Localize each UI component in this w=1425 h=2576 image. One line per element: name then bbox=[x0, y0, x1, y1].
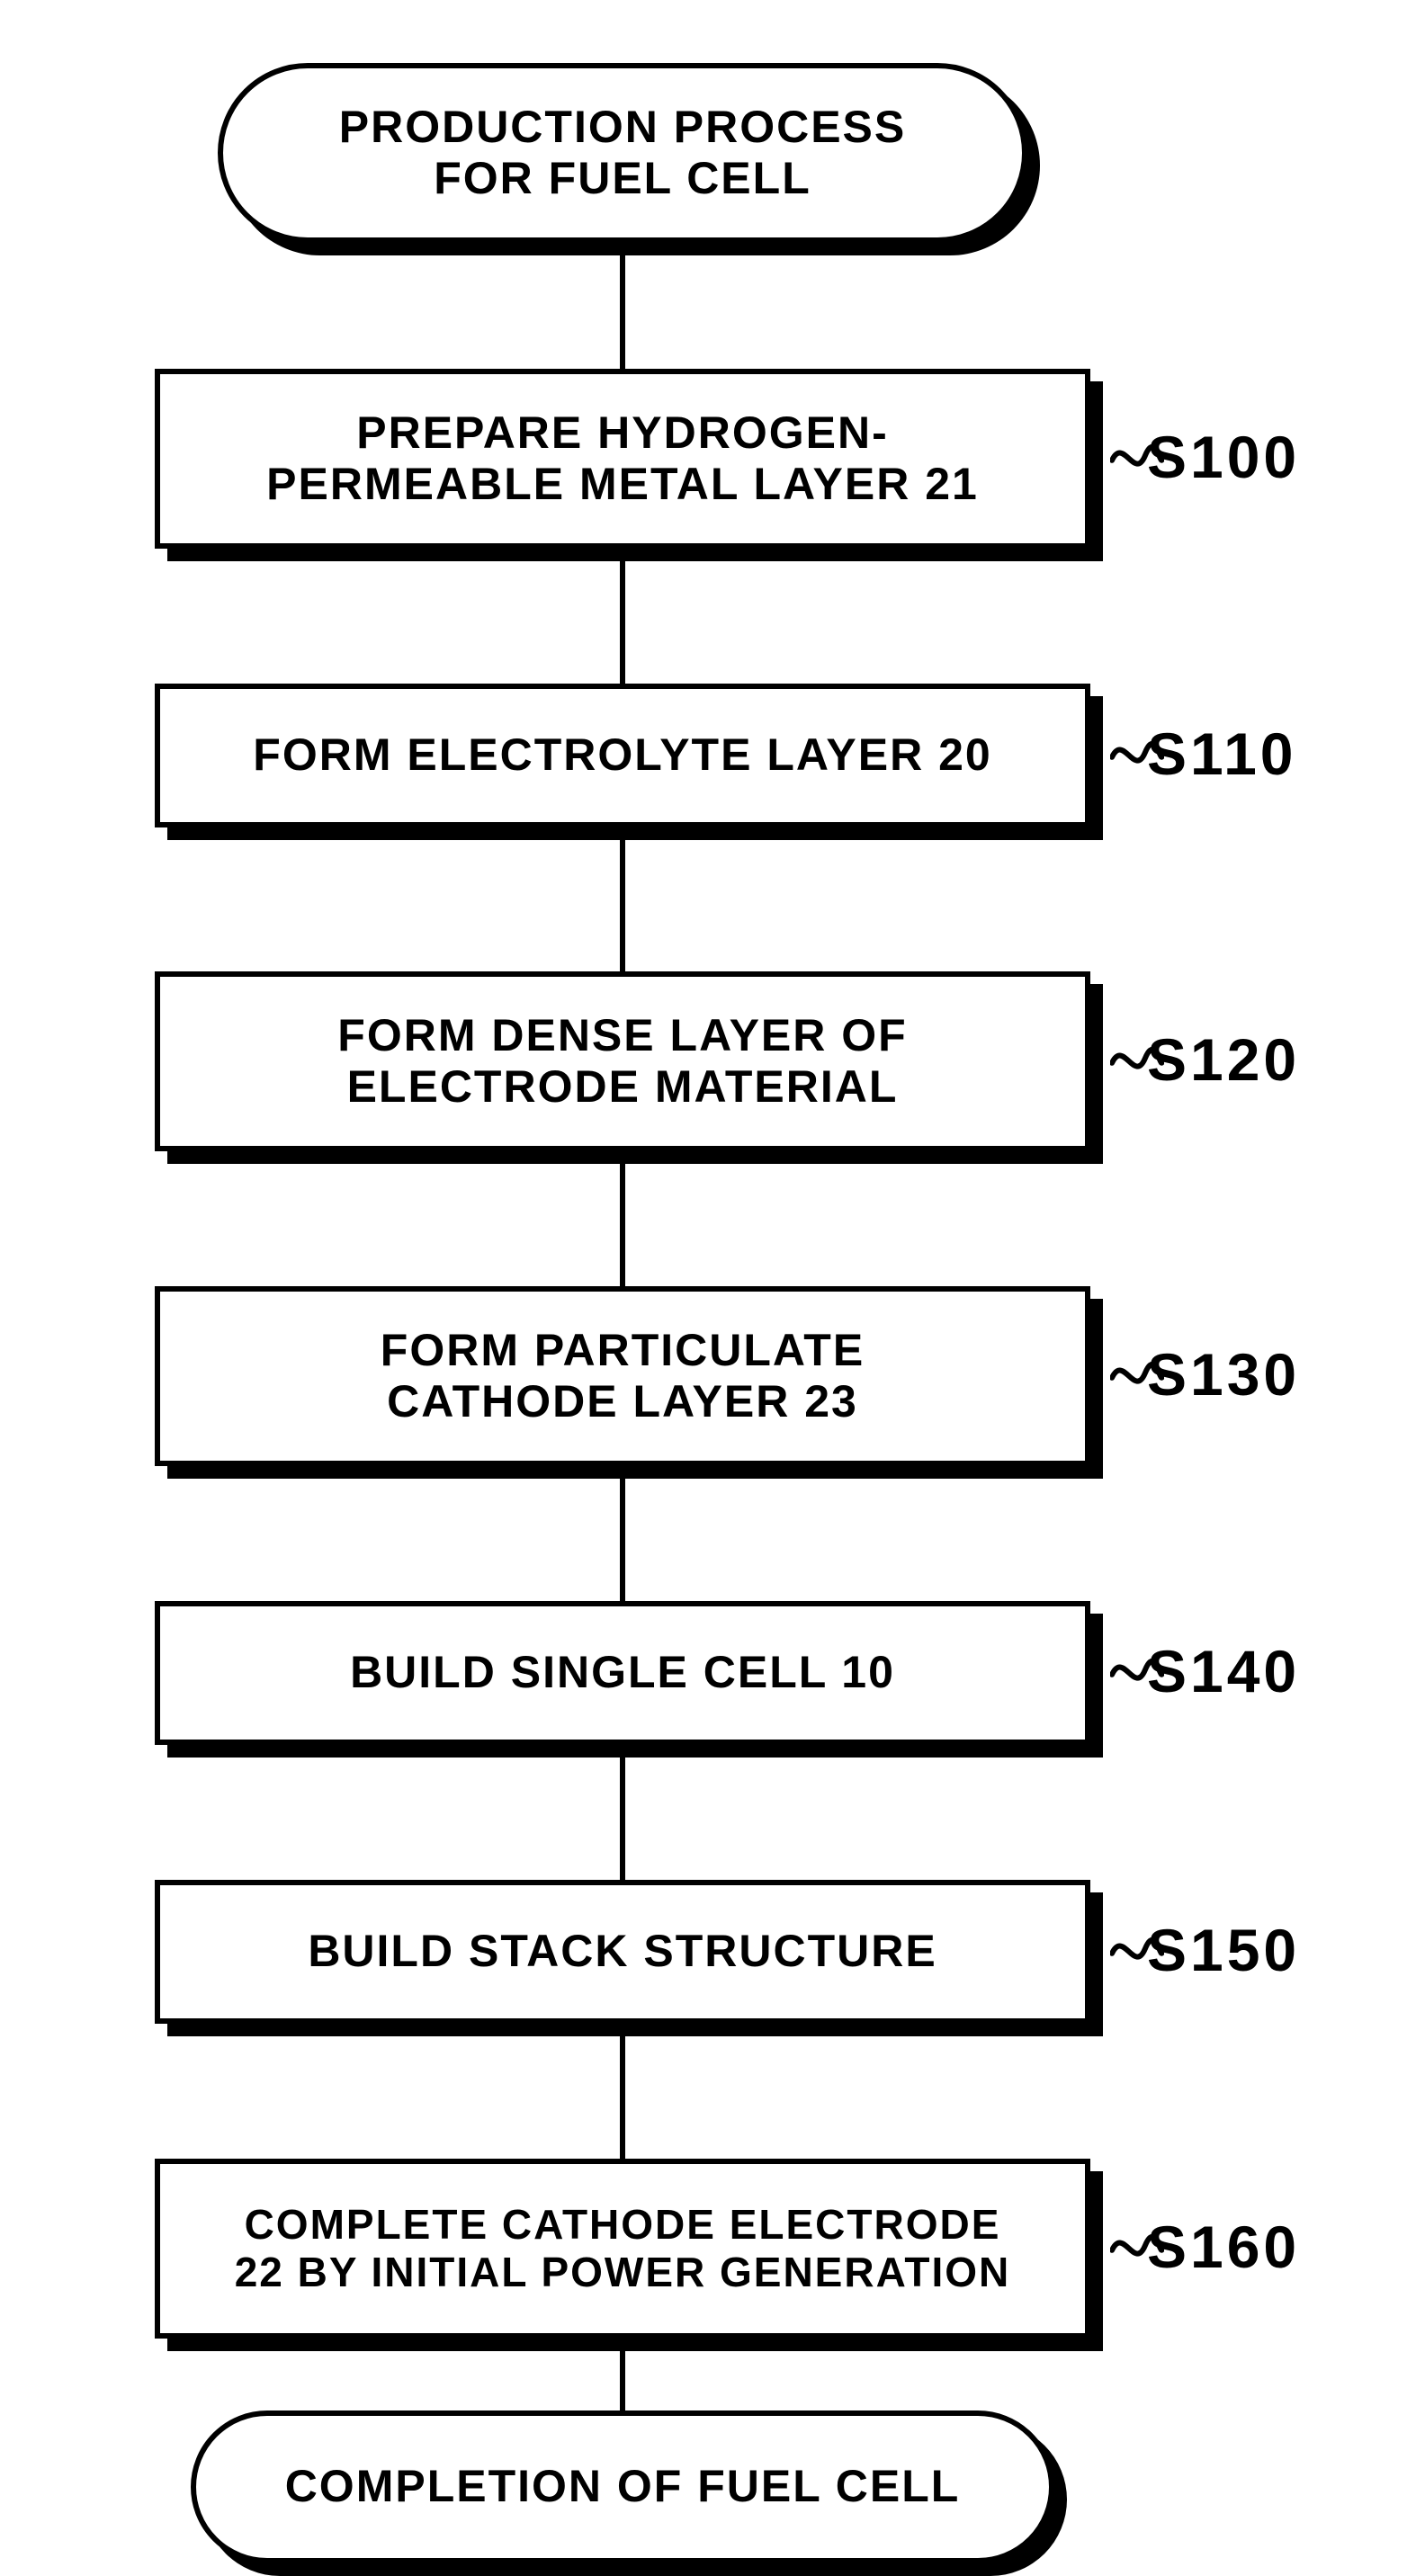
step-label-s130: S130 bbox=[1147, 1340, 1300, 1409]
step-s120-text: FORM DENSE LAYER OF ELECTRODE MATERIAL bbox=[337, 1010, 907, 1114]
end-terminal-label: COMPLETION OF FUEL CELL bbox=[285, 2461, 961, 2513]
end-terminal-box: COMPLETION OF FUEL CELL bbox=[191, 2411, 1054, 2563]
step-s140-text: BUILD SINGLE CELL 10 bbox=[350, 1647, 895, 1699]
step-s100-text: PREPARE HYDROGEN- PERMEABLE METAL LAYER … bbox=[266, 407, 979, 511]
connector-squiggle bbox=[1110, 443, 1164, 475]
connector bbox=[620, 1745, 625, 1880]
connector-squiggle bbox=[1110, 1936, 1164, 1968]
step-s110-box: FORM ELECTROLYTE LAYER 20 bbox=[155, 684, 1090, 827]
step-s110: FORM ELECTROLYTE LAYER 20 bbox=[155, 684, 1090, 827]
flowchart-page: PRODUCTION PROCESS FOR FUEL CELL PREPARE … bbox=[0, 0, 1425, 2566]
step-s140: BUILD SINGLE CELL 10 bbox=[155, 1601, 1090, 1745]
connector-squiggle bbox=[1110, 2232, 1164, 2265]
step-label-s110: S110 bbox=[1147, 720, 1297, 788]
step-label-s120: S120 bbox=[1147, 1025, 1300, 1094]
step-label-s160: S160 bbox=[1147, 2213, 1300, 2281]
step-label-s100: S100 bbox=[1147, 423, 1300, 491]
step-label-s150: S150 bbox=[1147, 1916, 1300, 1984]
start-terminal-box: PRODUCTION PROCESS FOR FUEL CELL bbox=[218, 63, 1027, 243]
step-s120: FORM DENSE LAYER OF ELECTRODE MATERIAL bbox=[155, 971, 1090, 1151]
step-s130-box: FORM PARTICULATE CATHODE LAYER 23 bbox=[155, 1286, 1090, 1466]
connector bbox=[620, 243, 625, 369]
step-s100: PREPARE HYDROGEN- PERMEABLE METAL LAYER … bbox=[155, 369, 1090, 549]
step-s160-box: COMPLETE CATHODE ELECTRODE 22 BY INITIAL… bbox=[155, 2159, 1090, 2339]
step-s160-text: COMPLETE CATHODE ELECTRODE 22 BY INITIAL… bbox=[235, 2201, 1011, 2296]
connector bbox=[620, 827, 625, 971]
end-terminal: COMPLETION OF FUEL CELL bbox=[191, 2411, 1054, 2563]
connector-squiggle bbox=[1110, 1657, 1164, 1689]
connector bbox=[620, 2024, 625, 2159]
start-terminal: PRODUCTION PROCESS FOR FUEL CELL bbox=[218, 63, 1027, 243]
connector bbox=[620, 1466, 625, 1601]
step-s160: COMPLETE CATHODE ELECTRODE 22 BY INITIAL… bbox=[155, 2159, 1090, 2339]
start-terminal-label: PRODUCTION PROCESS FOR FUEL CELL bbox=[339, 102, 907, 205]
step-s130: FORM PARTICULATE CATHODE LAYER 23 bbox=[155, 1286, 1090, 1466]
step-s100-box: PREPARE HYDROGEN- PERMEABLE METAL LAYER … bbox=[155, 369, 1090, 549]
connector-squiggle bbox=[1110, 1045, 1164, 1078]
connector-squiggle bbox=[1110, 739, 1164, 772]
step-s130-text: FORM PARTICULATE CATHODE LAYER 23 bbox=[381, 1325, 865, 1428]
step-s140-box: BUILD SINGLE CELL 10 bbox=[155, 1601, 1090, 1745]
step-s150-box: BUILD STACK STRUCTURE bbox=[155, 1880, 1090, 2024]
connector bbox=[620, 1151, 625, 1286]
connector bbox=[620, 549, 625, 684]
step-s120-box: FORM DENSE LAYER OF ELECTRODE MATERIAL bbox=[155, 971, 1090, 1151]
step-s150: BUILD STACK STRUCTURE bbox=[155, 1880, 1090, 2024]
connector-squiggle bbox=[1110, 1360, 1164, 1392]
step-s150-text: BUILD STACK STRUCTURE bbox=[308, 1926, 937, 1978]
step-label-s140: S140 bbox=[1147, 1637, 1300, 1705]
step-s110-text: FORM ELECTROLYTE LAYER 20 bbox=[253, 729, 991, 782]
